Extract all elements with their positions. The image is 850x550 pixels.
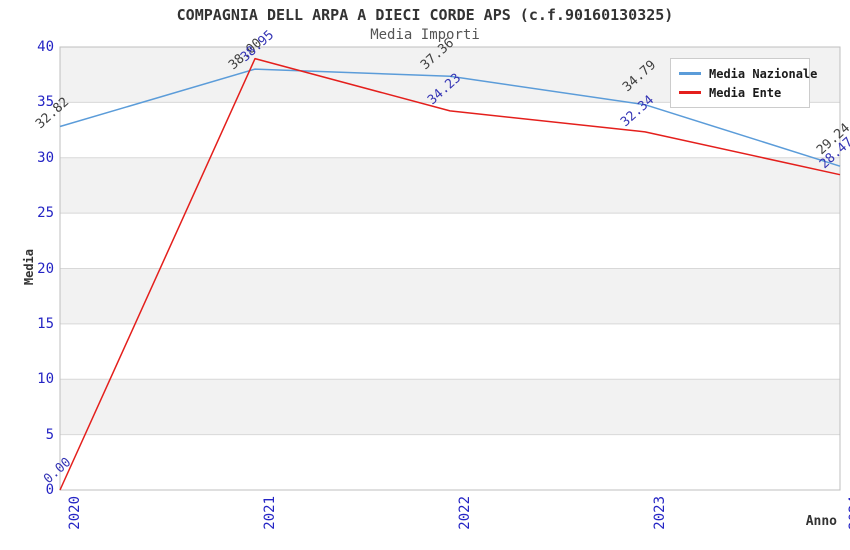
legend-item-media-nazionale: Media Nazionale [679,65,817,82]
x-tick-2020: 2020 [67,496,83,530]
x-axis-title: Anno [805,514,837,529]
y-tick-40: 40 [37,39,54,55]
x-tick-2021: 2021 [262,496,278,530]
plot-band-white [60,213,840,269]
y-tick-35: 35 [37,94,54,111]
chart-title: COMPAGNIA DELL ARPA A DIECI CORDE APS (c… [176,6,674,24]
legend-line-sample-nazionale [679,72,701,75]
plot-band-white [60,434,840,490]
y-tick-10: 10 [37,371,54,388]
chart-subtitle: Media Importi [370,27,480,43]
y-tick-30: 30 [37,149,54,166]
line-series-media-ente [59,57,841,491]
plot-band-gray [60,157,840,214]
plot-band-white [60,323,840,380]
x-tick-2022: 2022 [457,496,473,530]
y-tick-20: 20 [37,260,54,277]
legend-line-sample-ente [679,91,701,94]
y-tick-25: 25 [37,205,54,222]
plot-border [59,46,841,491]
legend-label-media-nazionale: Media Nazionale [709,66,818,81]
legend-label-media-ente: Media Ente [709,85,782,100]
y-axis-title: Media [22,249,36,286]
plot-band-gray [60,268,840,324]
y-tick-15: 15 [37,315,54,332]
line-series-media-nazionale [59,68,841,167]
x-tick-2023: 2023 [652,496,668,530]
legend-item-media-ente: Media Ente [679,84,809,101]
y-tick-5: 5 [45,426,54,443]
legend: Media Nazionale Media Ente [670,58,817,108]
y-tick-0: 0 [45,482,54,498]
plot-band-gray [60,379,840,435]
